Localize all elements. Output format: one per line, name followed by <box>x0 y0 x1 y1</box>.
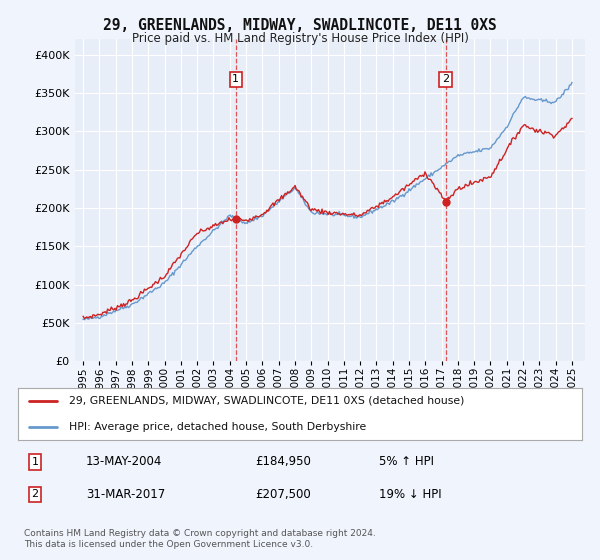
Text: 5% ↑ HPI: 5% ↑ HPI <box>379 455 434 469</box>
Text: 1: 1 <box>232 74 239 85</box>
Text: 19% ↓ HPI: 19% ↓ HPI <box>379 488 442 501</box>
Text: 1: 1 <box>31 457 38 467</box>
Text: 31-MAR-2017: 31-MAR-2017 <box>86 488 165 501</box>
Text: £207,500: £207,500 <box>255 488 311 501</box>
Text: HPI: Average price, detached house, South Derbyshire: HPI: Average price, detached house, Sout… <box>69 422 366 432</box>
Text: 29, GREENLANDS, MIDWAY, SWADLINCOTE, DE11 0XS (detached house): 29, GREENLANDS, MIDWAY, SWADLINCOTE, DE1… <box>69 396 464 406</box>
Text: 2: 2 <box>31 489 38 500</box>
Text: 29, GREENLANDS, MIDWAY, SWADLINCOTE, DE11 0XS: 29, GREENLANDS, MIDWAY, SWADLINCOTE, DE1… <box>103 18 497 33</box>
Text: £184,950: £184,950 <box>255 455 311 469</box>
Text: 2: 2 <box>442 74 449 85</box>
Text: 13-MAY-2004: 13-MAY-2004 <box>86 455 162 469</box>
Text: Price paid vs. HM Land Registry's House Price Index (HPI): Price paid vs. HM Land Registry's House … <box>131 32 469 45</box>
Text: Contains HM Land Registry data © Crown copyright and database right 2024.
This d: Contains HM Land Registry data © Crown c… <box>24 529 376 549</box>
